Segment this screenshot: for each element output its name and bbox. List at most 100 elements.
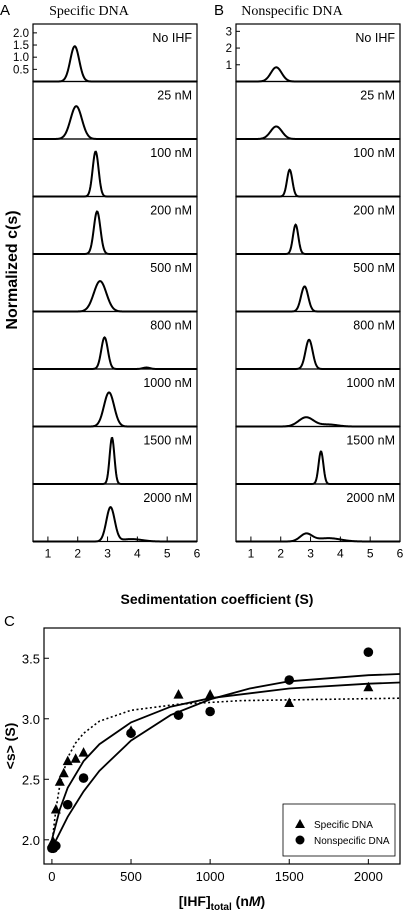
panel-b-distribution-curve	[236, 450, 400, 485]
panel-b-row-3: 100 nM	[235, 138, 401, 198]
nonspecific-dna-point	[173, 710, 184, 720]
panel-a-y-tick-label: 1.5	[13, 40, 29, 52]
panel-c-x-tick-label: 2000	[354, 869, 383, 884]
panel-c-x-tick-label: 0	[48, 869, 55, 884]
nonspecific-dna-point	[363, 647, 374, 658]
specific-dna-point	[205, 689, 216, 699]
panel-c-y-axis-label: <s> (S)	[2, 723, 18, 770]
panel-a-row-label: 100 nM	[150, 146, 192, 160]
specific-dna-point	[58, 767, 69, 778]
panel-b-row-label: 200 nM	[353, 204, 395, 218]
panel-a-row-3: 100 nM	[32, 138, 198, 198]
panel-a-x-ticks: 1 2 3 4 5 6	[45, 536, 201, 561]
panel-b-x-tick-label: 6	[397, 547, 404, 561]
panel-c-y-tick-label: 3.5	[22, 651, 40, 666]
legend-box	[282, 803, 396, 857]
panel-c-fit-curve-1	[51, 681, 401, 841]
panel-b-row-8: 1500 nM	[235, 425, 401, 485]
panel-c-fit-curve-3	[51, 697, 401, 844]
panel-a-row-7: 1000 nM	[32, 368, 198, 428]
panel-c-x-tick-label: 500	[120, 869, 142, 884]
panel-a-row-label: 800 nM	[150, 319, 192, 333]
panel-a-distribution-curve	[33, 280, 197, 313]
panel-c-fit-curve-2	[51, 673, 401, 849]
panel-a-distribution-curve	[33, 391, 197, 428]
panel-b-row-4: 200 nM	[235, 195, 401, 255]
panel-a-letter: A	[0, 2, 10, 19]
nonspecific-dna-point	[62, 799, 73, 810]
panel-a-y-tick-label: 0.5	[13, 64, 29, 76]
panel-a-title: Specific DNA	[49, 4, 130, 19]
panel-b-row-label: 1000 nM	[346, 376, 395, 390]
specific-dna-point	[363, 681, 374, 692]
panel-b-rows: No IHF 1 2 3 25 nM 100 nM 200 nM 500 nM 800 nM 10…	[226, 23, 401, 543]
panel-c-y-tick-label: 2.0	[22, 833, 40, 848]
panel-b-row-2: 25 nM	[235, 80, 401, 140]
panel-c-y-tick-label: 2.5	[22, 772, 40, 787]
panel-b-y-tick-label: 1	[226, 60, 232, 72]
panel-b-x-tick-label: 2	[277, 547, 284, 561]
legend-circle-marker	[295, 835, 305, 845]
panel-a-x-tick-label: 3	[104, 547, 111, 561]
nonspecific-dna-point	[78, 773, 89, 783]
panel-b-row-label: No IHF	[355, 31, 395, 45]
panel-b-row-1: No IHF 1 2 3	[226, 23, 401, 83]
panel-b-x-tick-label: 3	[307, 547, 314, 561]
x-label-unit-open: (n	[232, 893, 249, 909]
panel-a-x-tick-label: 6	[194, 547, 201, 561]
panel-c-mean-s: C 0 500 1000 1500 2000 2.0 2.5 3.0 3.5 <s> (S) […	[2, 613, 401, 913]
panel-a-row-frame	[32, 483, 198, 543]
legend-item-specific: Specific DNA	[314, 820, 373, 831]
panel-c-legend: Specific DNA Nonspecific DNA	[282, 803, 396, 857]
panel-b-y-tick-label: 3	[226, 26, 232, 38]
panel-b-row-label: 100 nM	[353, 146, 395, 160]
panel-b-distribution-curve	[236, 223, 400, 255]
specific-dna-point	[50, 804, 61, 814]
x-label-unit-italic: M	[249, 893, 261, 909]
panel-c-fit-curves	[51, 673, 401, 849]
panel-a-row-2: 25 nM	[32, 80, 198, 140]
panel-c-data-points	[46, 647, 374, 854]
panel-a-row-1: No IHF 0.51.01.52.0	[13, 23, 198, 83]
panel-c-frame	[43, 627, 401, 865]
panel-c-ticks: 0 500 1000 1500 2000 2.0 2.5 3.0 3.5	[22, 651, 383, 884]
panel-a-row-6: 800 nM	[32, 310, 198, 370]
nonspecific-dna-point	[126, 728, 136, 739]
specific-dna-point	[70, 753, 81, 763]
panel-b-x-ticks: 1 2 3 4 5 6	[248, 536, 404, 561]
panel-a-row-label: 1500 nM	[143, 434, 192, 448]
panel-a-distribution-curve	[33, 45, 197, 83]
panel-a-y-tick-label: 2.0	[13, 28, 29, 40]
panel-b-distribution-curve	[236, 285, 400, 313]
specific-dna-point	[78, 747, 89, 757]
panel-a-distribution-curve	[33, 210, 197, 255]
x-label-subscript: total	[211, 902, 232, 913]
panel-c-x-axis-label: [IHF]total (nM)	[179, 893, 265, 913]
panel-a-x-tick-label: 5	[164, 547, 171, 561]
panel-b-distribution-curve	[236, 168, 400, 198]
specific-dna-point	[54, 776, 65, 786]
panel-a-x-tick-label: 1	[45, 547, 52, 561]
panel-a-row-label: 1000 nM	[143, 376, 192, 390]
nonspecific-dna-point	[205, 706, 215, 717]
nonspecific-dna-point	[51, 841, 61, 851]
panel-b-row-7: 1000 nM	[235, 368, 401, 428]
panel-c-x-tick-label: 1500	[275, 869, 304, 884]
panel-a-distribution-curve	[33, 336, 197, 370]
panel-b-distribution-curve	[236, 338, 400, 370]
panel-b-row-label: 25 nM	[360, 89, 395, 103]
panel-a-specific-dna: A Specific DNA No IHF 0.51.01.52.0 25 nM 10…	[0, 2, 201, 561]
panel-b-x-tick-label: 1	[248, 547, 255, 561]
specific-dna-point	[173, 689, 184, 699]
x-axis-label-sedimentation: Sedimentation coefficient (S)	[121, 591, 314, 607]
legend-triangle-marker	[295, 819, 305, 828]
nonspecific-dna-point	[284, 675, 295, 685]
panel-a-x-tick-label: 2	[74, 547, 81, 561]
specific-dna-point	[62, 755, 73, 766]
panel-a-row-9: 2000 nM	[32, 483, 198, 543]
panel-b-x-tick-label: 4	[337, 547, 344, 561]
panel-b-row-label: 800 nM	[353, 319, 395, 333]
x-label-main: [IHF]	[179, 893, 211, 909]
x-label-unit-close: )	[261, 893, 266, 909]
